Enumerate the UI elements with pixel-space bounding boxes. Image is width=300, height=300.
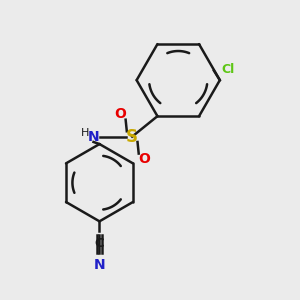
Text: N: N: [94, 259, 105, 272]
Text: Cl: Cl: [221, 63, 235, 76]
Text: N: N: [88, 130, 99, 144]
Text: O: O: [138, 152, 150, 166]
Text: C: C: [95, 237, 104, 250]
Text: H: H: [80, 128, 89, 138]
Text: S: S: [126, 128, 138, 146]
Text: O: O: [114, 107, 126, 121]
